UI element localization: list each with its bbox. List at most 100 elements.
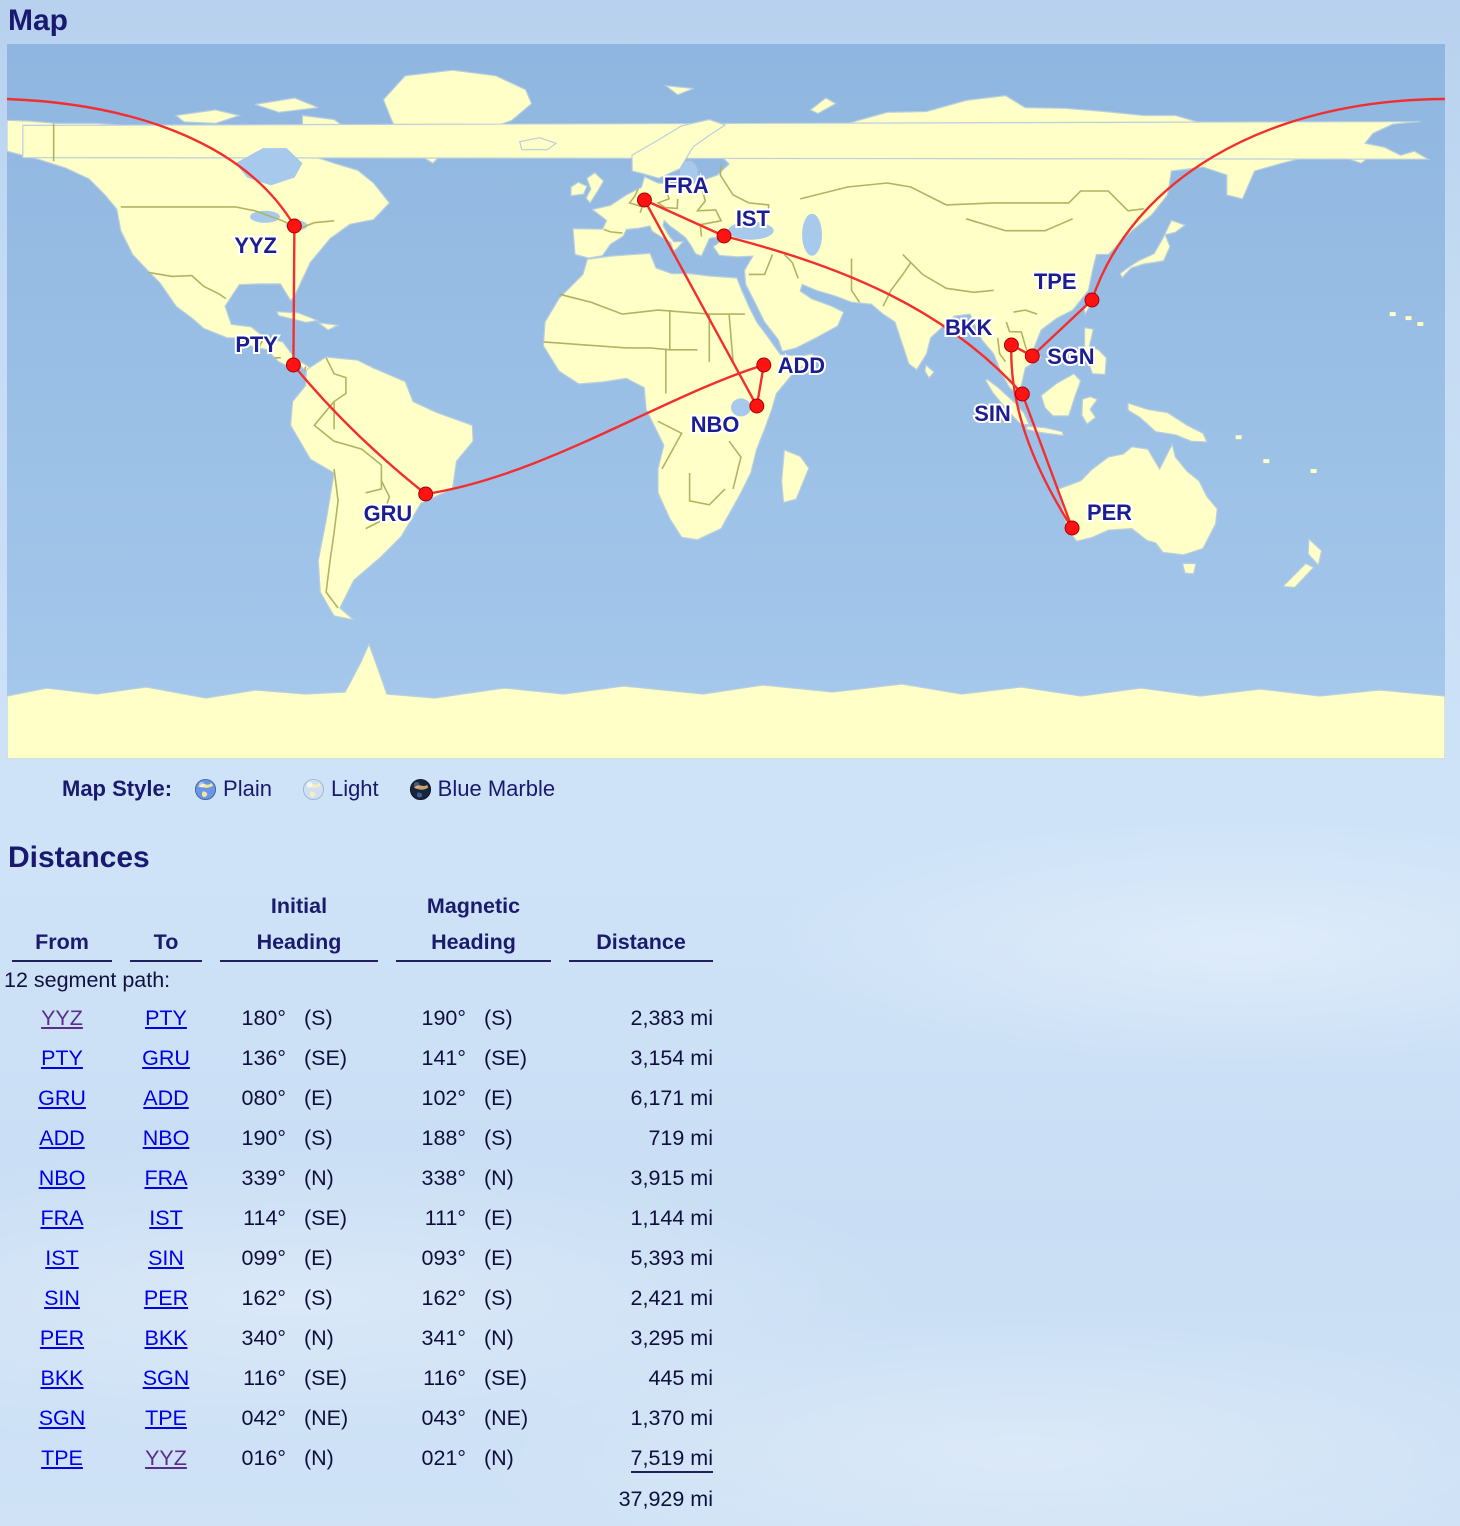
airport-label[interactable]: SIN bbox=[972, 399, 1012, 428]
header-row-group: Initial Magnetic bbox=[12, 881, 713, 919]
airport-link[interactable]: SGN bbox=[38, 1405, 86, 1430]
route-line bbox=[1031, 299, 1093, 357]
magnetic-heading-header: Magnetic bbox=[426, 894, 521, 918]
segment-row: PER BKK 340° (N) 341° (N) 3,295 mi bbox=[39, 1325, 713, 1350]
airport-link[interactable]: IST bbox=[149, 1205, 183, 1230]
total-row: 37,929 mi bbox=[12, 1478, 713, 1520]
airport-link[interactable]: GRU bbox=[142, 1045, 190, 1070]
airport-link[interactable]: FRA bbox=[144, 1165, 188, 1190]
airport-link[interactable]: GRU bbox=[38, 1085, 86, 1110]
route-line bbox=[643, 199, 758, 407]
airport-link[interactable]: SIN bbox=[44, 1285, 80, 1310]
segment-row: BKK SGN 116° (SE) 116° (SE) 445 mi bbox=[40, 1365, 713, 1390]
airport-link[interactable]: NBO bbox=[142, 1125, 190, 1150]
airport-link[interactable]: PTY bbox=[145, 1005, 187, 1030]
header-row: From To Heading Heading Distance bbox=[12, 919, 713, 962]
airport-label[interactable]: GRU bbox=[362, 499, 415, 528]
segment-row: IST SIN 099° (E) 093° (E) 5,393 mi bbox=[45, 1245, 713, 1270]
airport-marker[interactable] bbox=[286, 218, 302, 234]
from-header: From bbox=[12, 919, 112, 962]
airport-marker[interactable] bbox=[1003, 337, 1019, 353]
segment-row: PTY GRU 136° (SE) 141° (SE) 3,154 mi bbox=[41, 1045, 713, 1070]
airport-marker[interactable] bbox=[1064, 520, 1080, 536]
route-line bbox=[7, 97, 1445, 301]
airport-marker[interactable] bbox=[1014, 386, 1030, 402]
airport-link[interactable]: TPE bbox=[145, 1405, 187, 1430]
airport-link[interactable]: PTY bbox=[41, 1045, 83, 1070]
segment-row: YYZ PTY 180° (S) 190° (S) 2,383 mi bbox=[41, 1005, 713, 1030]
airport-marker[interactable] bbox=[1084, 292, 1100, 308]
map-style-option-label[interactable]: Plain bbox=[223, 776, 272, 801]
airport-link[interactable]: NBO bbox=[38, 1165, 86, 1190]
route-line bbox=[723, 234, 1024, 395]
airport-label[interactable]: PTY bbox=[233, 330, 280, 359]
final-distance: 7,519 mi bbox=[630, 1445, 713, 1473]
airport-link[interactable]: PER bbox=[143, 1285, 189, 1310]
route-line bbox=[1021, 393, 1074, 529]
map-section-title: Map bbox=[8, 4, 68, 37]
airport-link[interactable]: SIN bbox=[148, 1245, 184, 1270]
globe-light-icon bbox=[302, 778, 324, 800]
map-style-row: Map Style: Plain Light Blue Marble bbox=[62, 771, 1460, 807]
segment-row: FRA IST 114° (SE) 111° (E) 1,144 mi bbox=[40, 1205, 714, 1230]
airport-marker[interactable] bbox=[285, 357, 301, 373]
airport-marker[interactable] bbox=[749, 398, 765, 414]
segment-row: NBO FRA 339° (N) 338° (N) 3,915 mi bbox=[38, 1165, 713, 1190]
map-style-label: Map Style: bbox=[62, 776, 173, 801]
segment-row: ADD NBO 190° (S) 188° (S) 719 mi bbox=[39, 1125, 713, 1150]
world-route-map[interactable]: YYZ PTY GRU ADD NBO FRA IST TPE BKK SGN SIN PER bbox=[7, 44, 1445, 759]
map-style-option-blue-marble[interactable]: Blue Marble bbox=[409, 776, 555, 802]
globe-plain-icon bbox=[194, 778, 217, 800]
to-header: To bbox=[130, 919, 202, 962]
segment-row: GRU ADD 080° (E) 102° (E) 6,171 mi bbox=[38, 1085, 713, 1110]
airport-label[interactable]: IST bbox=[734, 204, 773, 233]
airport-label[interactable]: PER bbox=[1085, 498, 1134, 527]
airport-label[interactable]: ADD bbox=[776, 351, 827, 380]
airport-link[interactable]: BKK bbox=[144, 1325, 188, 1350]
distance-header: Distance bbox=[569, 919, 713, 962]
airport-label[interactable]: BKK bbox=[943, 313, 995, 342]
route-line bbox=[643, 198, 725, 238]
route-line bbox=[1010, 344, 1074, 529]
airport-link[interactable]: ADD bbox=[143, 1085, 189, 1110]
airport-link[interactable]: FRA bbox=[40, 1205, 84, 1230]
segments-tbody: 12 segment path: YYZ PTY 180° (S) 190° (S) 2,3… bbox=[4, 962, 714, 1520]
segment-row: SIN PER 162° (S) 162° (S) 2,421 mi bbox=[44, 1285, 713, 1310]
airport-link[interactable]: TPE bbox=[41, 1445, 83, 1470]
airport-marker[interactable] bbox=[636, 192, 652, 208]
airport-marker[interactable] bbox=[716, 228, 732, 244]
airport-link[interactable]: IST bbox=[45, 1245, 79, 1270]
map-style-option-label[interactable]: Light bbox=[330, 776, 379, 801]
airport-label[interactable]: FRA bbox=[662, 171, 711, 200]
route-line bbox=[292, 364, 427, 495]
path-note-row: 12 segment path: bbox=[4, 962, 713, 998]
airport-link[interactable]: PER bbox=[39, 1325, 85, 1350]
route-line bbox=[292, 225, 296, 366]
magnetic-heading-subheader: Heading bbox=[396, 919, 551, 962]
distances-table: Initial Magnetic From To Heading Heading… bbox=[0, 881, 731, 1520]
airport-link[interactable]: SGN bbox=[142, 1365, 190, 1390]
airport-label[interactable]: YYZ bbox=[232, 231, 279, 260]
airport-label[interactable]: NBO bbox=[689, 410, 742, 439]
path-note: 12 segment path: bbox=[4, 967, 171, 992]
map-style-option-plain[interactable]: Plain bbox=[194, 776, 272, 802]
segment-row: SGN TPE 042° (NE) 043° (NE) 1,370 mi bbox=[38, 1405, 713, 1430]
total-distance: 37,929 mi bbox=[618, 1486, 713, 1511]
globe-blue-marble-icon bbox=[409, 778, 431, 800]
map-style-option-light[interactable]: Light bbox=[302, 776, 379, 802]
airport-link[interactable]: YYZ bbox=[41, 1005, 83, 1030]
initial-heading-subheader: Heading bbox=[220, 919, 378, 962]
map-style-option-label[interactable]: Blue Marble bbox=[437, 776, 556, 801]
airport-link[interactable]: BKK bbox=[40, 1365, 84, 1390]
airport-marker[interactable] bbox=[1024, 348, 1040, 364]
distances-section-title: Distances bbox=[8, 841, 150, 874]
airport-label[interactable]: TPE bbox=[1032, 267, 1079, 296]
airport-marker[interactable] bbox=[756, 357, 772, 373]
airport-marker[interactable] bbox=[418, 486, 434, 502]
initial-heading-header: Initial bbox=[270, 894, 328, 918]
segment-row: TPE YYZ 016° (N) 021° (N) 7,519 mi bbox=[12, 1438, 713, 1478]
airport-link[interactable]: YYZ bbox=[145, 1445, 187, 1470]
route-line bbox=[425, 363, 765, 496]
airport-label[interactable]: SGN bbox=[1045, 342, 1096, 371]
airport-link[interactable]: ADD bbox=[39, 1125, 85, 1150]
